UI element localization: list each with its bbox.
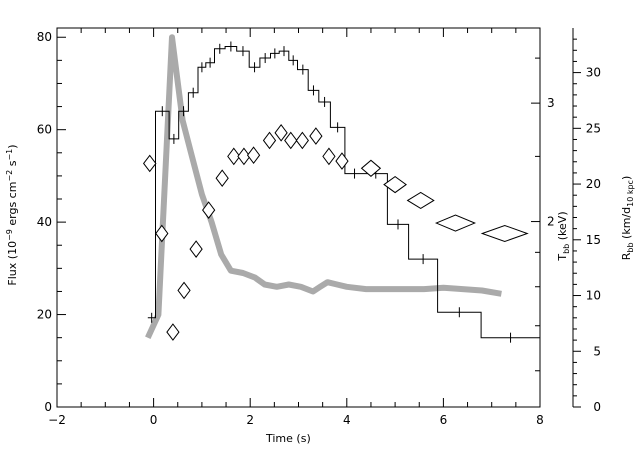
rbb-axis-title-main: R bbox=[620, 252, 633, 260]
x-tick-label: 4 bbox=[343, 413, 351, 427]
y-axis-title-part-2: ergs cm bbox=[6, 182, 19, 230]
flux-histogram bbox=[147, 46, 540, 339]
rbb-tick-label: 30 bbox=[586, 66, 601, 80]
y-tick-label: 20 bbox=[37, 308, 52, 322]
y-axis-title-exp-3: −1 bbox=[5, 149, 14, 161]
plot-frame bbox=[56, 27, 541, 408]
temperature-diamond bbox=[295, 131, 309, 150]
y-axis-title-part-3: s bbox=[6, 160, 19, 169]
rbb-axis-title: Rbb (km/d10 kpc) bbox=[620, 176, 635, 261]
temperature-diamond bbox=[155, 224, 169, 243]
y-axis-title-exp-1: −9 bbox=[5, 229, 14, 241]
y-tick-label: 0 bbox=[44, 400, 52, 414]
y-tick-label: 60 bbox=[37, 123, 52, 137]
bottom-axis-ticks: −2 0 2 4 6 8 bbox=[48, 398, 544, 427]
top-axis-ticks bbox=[56, 28, 541, 37]
y-axis-title: Flux (10−9 ergs cm−2 s−1) bbox=[5, 144, 19, 285]
tbb-axis-title-main: T bbox=[556, 254, 569, 262]
temperature-diamond bbox=[434, 214, 477, 232]
y-tick-label: 40 bbox=[37, 215, 52, 229]
temperature-diamond bbox=[202, 201, 216, 219]
x-tick-label: 6 bbox=[440, 413, 448, 427]
tbb-axis-title-rest: (keV) bbox=[556, 211, 569, 243]
rbb-axis-title-end: ) bbox=[620, 176, 633, 180]
temperature-diamond bbox=[177, 281, 191, 300]
temperature-diamond bbox=[284, 131, 298, 150]
temperature-diamond bbox=[215, 169, 229, 188]
x-tick-label: 0 bbox=[150, 413, 158, 427]
temperature-diamond bbox=[143, 154, 157, 173]
tbb-axis: 23 bbox=[531, 57, 555, 372]
series-layer bbox=[143, 34, 540, 343]
rbb-tick-label: 10 bbox=[586, 289, 601, 303]
tbb-tick-label: 3 bbox=[547, 96, 555, 110]
rbb-tick-label: 25 bbox=[586, 121, 601, 135]
temperature-diamond bbox=[309, 127, 323, 145]
gray-model-curve bbox=[145, 34, 502, 339]
rbb-tick-label: 5 bbox=[593, 344, 601, 358]
temperature-diamond bbox=[262, 131, 277, 150]
temperature-diamond bbox=[383, 175, 407, 194]
temperature-diamond bbox=[335, 152, 349, 170]
temperature-diamond bbox=[480, 224, 529, 243]
tbb-tick-label: 2 bbox=[547, 215, 555, 229]
tbb-axis-title: Tbb (keV) bbox=[556, 211, 571, 261]
temperature-diamond bbox=[246, 146, 261, 165]
rbb-axis-title-sub2: 10 kpc bbox=[626, 180, 635, 207]
x-axis-title: Time (s) bbox=[265, 432, 311, 445]
temperature-diamond bbox=[360, 159, 382, 177]
tbb-axis-title-sub: bb bbox=[562, 244, 571, 254]
temperature-diamond bbox=[406, 191, 435, 210]
left-axis-ticks: 0 20 40 60 80 bbox=[37, 30, 66, 414]
rbb-tick-label: 15 bbox=[586, 233, 601, 247]
y-axis-title-part-4: ) bbox=[6, 144, 19, 148]
temperature-diamond bbox=[166, 323, 180, 341]
rbb-axis: 0 5 10 15 20 25 30 bbox=[572, 28, 601, 414]
y-axis-title-part-1: Flux (10 bbox=[6, 241, 19, 286]
x-tick-label: 8 bbox=[536, 413, 544, 427]
rbb-tick-label: 0 bbox=[593, 400, 601, 414]
x-tick-label: 2 bbox=[246, 413, 254, 427]
rbb-axis-title-rest: (km/d bbox=[620, 207, 633, 243]
y-axis-title-exp-2: −2 bbox=[5, 170, 14, 182]
temperature-diamond bbox=[322, 147, 336, 166]
temperature-diamond bbox=[189, 240, 203, 258]
temperature-diamond bbox=[274, 123, 288, 142]
rbb-axis-title-sub: bb bbox=[626, 242, 635, 252]
y-tick-label: 80 bbox=[37, 30, 52, 44]
rbb-tick-label: 20 bbox=[586, 177, 601, 191]
x-tick-label: −2 bbox=[48, 413, 66, 427]
